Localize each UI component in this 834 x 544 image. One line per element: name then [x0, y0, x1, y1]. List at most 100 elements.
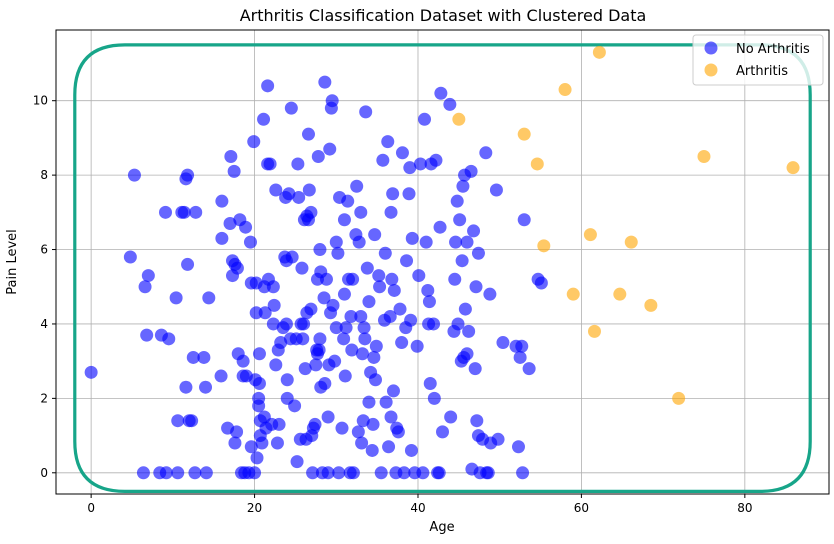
data-point	[318, 75, 332, 89]
data-point	[367, 350, 381, 364]
data-point	[177, 205, 191, 219]
data-point	[339, 321, 353, 335]
data-point	[530, 157, 544, 171]
data-point	[412, 269, 426, 283]
data-point	[280, 373, 294, 387]
data-point	[223, 216, 237, 230]
data-point	[321, 466, 335, 480]
legend-label-no-arthritis: No Arthritis	[736, 42, 810, 57]
y-tick-label: 6	[40, 243, 48, 257]
data-point	[230, 425, 244, 439]
data-point	[171, 466, 185, 480]
data-point	[331, 246, 345, 260]
data-point	[244, 440, 258, 454]
data-point	[266, 317, 280, 331]
data-point	[123, 250, 137, 264]
data-point	[403, 161, 417, 175]
data-point	[382, 440, 396, 454]
data-point	[186, 350, 200, 364]
data-point	[458, 302, 472, 316]
data-point	[402, 187, 416, 201]
data-point	[359, 105, 373, 119]
grid-lines	[56, 30, 829, 494]
data-point	[197, 350, 211, 364]
data-point	[374, 466, 388, 480]
data-point	[189, 205, 203, 219]
data-point	[345, 343, 359, 357]
data-point	[141, 269, 155, 283]
data-point	[337, 332, 351, 346]
data-point	[583, 228, 597, 242]
data-point	[362, 295, 376, 309]
data-point	[515, 339, 529, 353]
data-point	[127, 168, 141, 182]
data-point	[443, 97, 457, 111]
data-point	[280, 391, 294, 405]
data-point	[436, 425, 449, 439]
data-point	[298, 362, 312, 376]
data-point	[381, 135, 395, 149]
data-point	[395, 146, 409, 160]
chart-title: Arthritis Classification Dataset with Cl…	[240, 6, 647, 25]
data-point	[257, 112, 271, 126]
data-point	[352, 235, 366, 249]
data-point	[384, 205, 398, 219]
data-point	[368, 228, 382, 242]
x-tick-label: 60	[574, 501, 589, 515]
legend-marker-arthritis	[704, 63, 718, 77]
data-point	[471, 246, 485, 260]
data-point	[444, 410, 458, 424]
plot-frame	[55, 29, 830, 495]
data-point	[318, 376, 332, 390]
data-point	[434, 86, 448, 100]
x-tick-label: 40	[410, 501, 425, 515]
data-point	[624, 235, 638, 249]
data-point	[188, 466, 202, 480]
data-point	[393, 302, 407, 316]
y-tick-label: 2	[40, 391, 48, 405]
data-point	[202, 291, 216, 305]
data-point	[460, 347, 474, 361]
data-point	[291, 157, 305, 171]
data-point	[449, 235, 463, 249]
data-point	[252, 347, 266, 361]
data-point	[464, 164, 478, 178]
data-point	[272, 417, 286, 431]
data-point	[230, 261, 244, 275]
data-points	[84, 45, 800, 480]
y-tick-label: 4	[40, 317, 48, 331]
data-point	[511, 440, 525, 454]
data-point	[786, 161, 800, 175]
data-point	[373, 280, 387, 294]
data-point	[306, 466, 320, 480]
data-point	[239, 220, 253, 234]
data-point	[360, 261, 374, 275]
data-point	[422, 295, 436, 309]
data-point	[313, 243, 327, 257]
data-point	[335, 421, 349, 435]
data-point	[456, 179, 470, 193]
data-point	[366, 417, 380, 431]
data-point	[319, 272, 333, 286]
data-point	[613, 287, 627, 301]
data-point	[362, 395, 376, 409]
data-point	[284, 101, 298, 115]
data-point	[369, 339, 383, 353]
data-point	[383, 310, 397, 324]
data-point	[329, 321, 343, 335]
data-point	[455, 254, 469, 268]
data-point	[644, 298, 658, 312]
data-point	[247, 135, 261, 149]
data-point	[416, 466, 430, 480]
data-point	[136, 466, 150, 480]
data-point	[469, 280, 483, 294]
data-point	[301, 127, 315, 141]
data-point	[323, 142, 337, 156]
data-point	[534, 276, 548, 290]
data-point	[491, 432, 505, 446]
data-point	[329, 235, 343, 249]
data-point	[517, 213, 531, 227]
data-point	[376, 153, 390, 167]
data-point	[228, 436, 242, 450]
data-point	[448, 272, 462, 286]
